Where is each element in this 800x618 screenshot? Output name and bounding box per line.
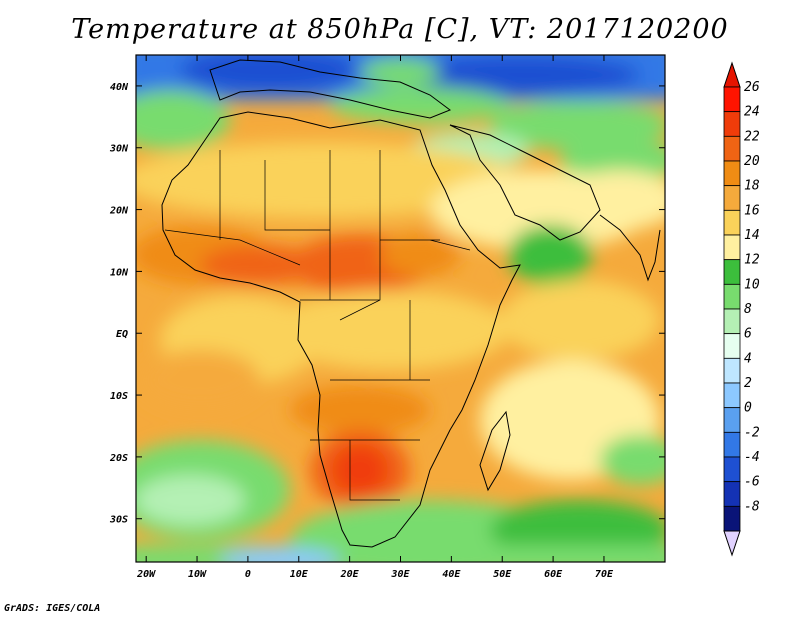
lon-label: 20E — [340, 569, 360, 580]
map-title: Temperature at 850hPa [C], VT: 201712020… — [71, 14, 729, 45]
colorbar-swatch — [723, 185, 741, 211]
lat-label: 30S — [109, 515, 128, 526]
colorbar-label: -8 — [744, 499, 760, 514]
lon-label: 30E — [390, 569, 410, 580]
colorbar-label: 4 — [744, 351, 752, 366]
lon-label: 10W — [188, 569, 207, 580]
colorbar-top-arrow — [723, 61, 741, 88]
colorbar-swatch — [723, 481, 741, 507]
colorbar-label: 0 — [744, 401, 752, 416]
colorbar-swatch — [723, 333, 741, 359]
colorbar-label: 18 — [744, 179, 760, 194]
colorbar-label: 26 — [744, 80, 760, 95]
colorbar-label: 14 — [744, 228, 760, 243]
colorbar-swatch — [723, 135, 741, 162]
credit-text: GrADS: IGES/COLA — [4, 603, 101, 614]
lat-label: 20S — [109, 453, 128, 464]
country-borders — [164, 150, 471, 501]
colorbar-swatch — [723, 382, 741, 409]
colorbar-swatch — [723, 259, 741, 285]
latitude-axis: 40N 30N 20N 10N EQ 10S 20S 30S — [109, 82, 665, 526]
longitude-axis: 20W 10W 0 10E 20E 30E 40E 50E 60E 70E — [136, 55, 614, 580]
lon-label: 10E — [290, 569, 309, 580]
lon-label: 50E — [493, 569, 512, 580]
colorbar-bottom-arrow — [723, 530, 741, 557]
colorbar-swatch — [723, 357, 741, 384]
lon-label: 70E — [595, 569, 614, 580]
colorbar-swatch — [723, 308, 741, 335]
colorbar-label: -2 — [744, 425, 760, 440]
colorbar-label: -4 — [744, 450, 760, 465]
lat-label: 30N — [109, 144, 129, 155]
colorbar-swatch — [723, 407, 741, 433]
colorbar-label: 2 — [744, 376, 752, 391]
colorbar-swatch — [723, 209, 741, 236]
colorbar-swatch — [723, 160, 741, 187]
colorbar-swatch — [723, 431, 741, 458]
colorbar-label: -6 — [744, 475, 760, 490]
colorbar-label: 8 — [744, 302, 752, 317]
temperature-field — [136, 55, 665, 562]
colorbar-swatch — [723, 111, 741, 137]
lat-label: 40N — [110, 82, 129, 93]
colorbar-label: 12 — [744, 253, 760, 268]
colorbar-label: 10 — [744, 277, 760, 292]
coastline — [161, 59, 661, 548]
lon-label: 60E — [544, 569, 563, 580]
colorbar-label: 6 — [744, 327, 752, 342]
colorbar-label: 16 — [744, 203, 760, 218]
colorbar-swatch — [723, 86, 741, 113]
colorbar-label: 22 — [744, 129, 760, 144]
lon-label: 0 — [245, 569, 251, 580]
colorbar-swatch — [723, 505, 741, 532]
colorbar-label: 24 — [744, 105, 760, 120]
lat-label: EQ — [116, 329, 128, 340]
lat-label: 20N — [109, 206, 129, 217]
lon-label: 20W — [136, 569, 156, 580]
colorbar-label: 20 — [744, 154, 760, 169]
lat-label: 10N — [110, 267, 129, 278]
colorbar-swatch — [723, 283, 741, 310]
lon-label: 40E — [442, 569, 461, 580]
colorbar-swatch — [723, 234, 741, 261]
colorbar-swatch — [723, 456, 741, 483]
lat-label: 10S — [110, 391, 128, 402]
